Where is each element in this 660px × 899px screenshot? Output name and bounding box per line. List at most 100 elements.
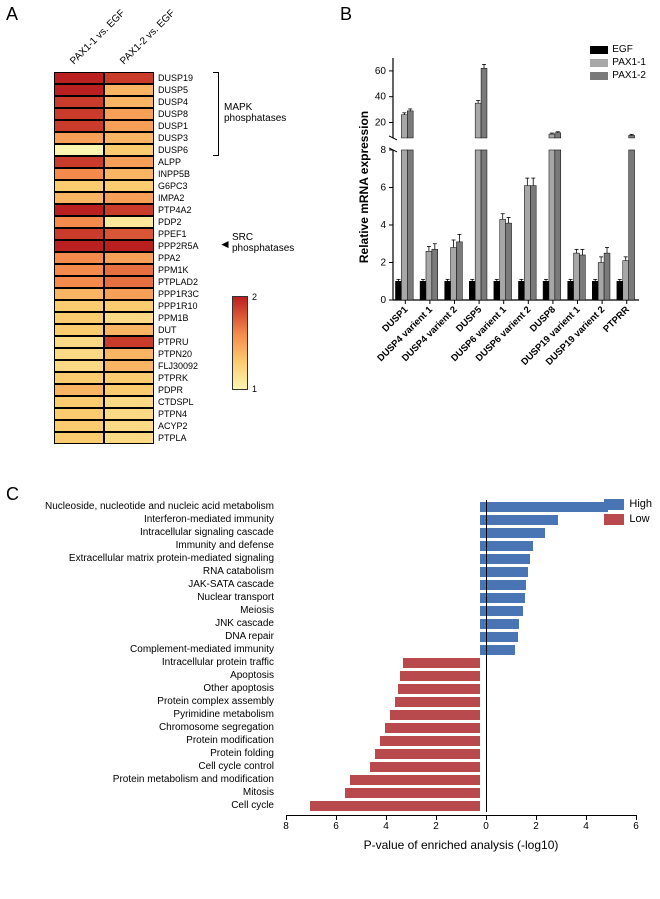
heatmap-row: PPA2 [54, 252, 199, 264]
heatmap-cell [104, 288, 154, 300]
heatmap-row: DUSP19 [54, 72, 199, 84]
heatmap-cell [104, 396, 154, 408]
panel-c-row-label: Intracellular signaling cascade [10, 527, 280, 538]
heatmap-gene-label: PTPRU [154, 336, 189, 348]
heatmap-cell [54, 372, 104, 384]
heatmap-gene-label: PPP1R3C [154, 288, 199, 300]
heatmap-row: PTPLA [54, 432, 199, 444]
heatmap-gene-label: ALPP [154, 156, 181, 168]
heatmap-row: PPP1R3C [54, 288, 199, 300]
panel-c-row: Apoptosis [10, 669, 630, 682]
heatmap-cell [104, 108, 154, 120]
panel-c-row: Extracellular matrix protein-mediated si… [10, 552, 630, 565]
panel-c-row-bars [280, 734, 630, 747]
svg-text:40: 40 [375, 92, 387, 103]
bar-low [395, 697, 480, 707]
heatmap-cell [104, 348, 154, 360]
heatmap-header-1: PAX1-2 vs. EGF [118, 8, 177, 67]
heatmap-cell [104, 156, 154, 168]
heatmap-gene-label: CTDSPL [154, 396, 194, 408]
panel-c-row-label: Nucleoside, nucleotide and nucleic acid … [10, 501, 280, 512]
heatmap-cell [104, 360, 154, 372]
bar-low [350, 775, 480, 785]
heatmap-cell [54, 84, 104, 96]
heatmap-row: IMPA2 [54, 192, 199, 204]
heatmap-cell [104, 72, 154, 84]
heatmap-cell [54, 432, 104, 444]
heatmap-cell [54, 240, 104, 252]
heatmap-row: PTPRU [54, 336, 199, 348]
heatmap-gene-label: DUSP1 [154, 120, 188, 132]
heatmap-gene-label: DUSP6 [154, 144, 188, 156]
bar-low [380, 736, 480, 746]
panel-c-row: DNA repair [10, 630, 630, 643]
heatmap-gene-label: PPEF1 [154, 228, 187, 240]
heatmap-row: DUSP3 [54, 132, 199, 144]
heatmap-cell [104, 168, 154, 180]
heatmap-gene-label: PTPLAD2 [154, 276, 198, 288]
heatmap-gene-label: PTP4A2 [154, 204, 192, 216]
heatmap-gene-label: IMPA2 [154, 192, 184, 204]
panel-c-row: Mitosis [10, 786, 630, 799]
heatmap-gene-label: PPM1K [154, 264, 189, 276]
heatmap-cell [104, 324, 154, 336]
panel-c-row-label: JNK cascade [10, 618, 280, 629]
heatmap-row: G6PC3 [54, 180, 199, 192]
heatmap-row: ALPP [54, 156, 199, 168]
heatmap: DUSP19DUSP5DUSP4DUSP8DUSP1DUSP3DUSP6ALPP… [54, 72, 199, 444]
heatmap-cell [54, 168, 104, 180]
heatmap-row: PTP4A2 [54, 204, 199, 216]
panel-c-row-bars [280, 799, 630, 812]
heatmap-row: PPM1B [54, 312, 199, 324]
panel-c-row-bars [280, 513, 630, 526]
mapk-label: MAPKphosphatases [224, 102, 286, 124]
heatmap-cell [104, 84, 154, 96]
heatmap-gene-label: DUSP8 [154, 108, 188, 120]
panel-c-row-bars [280, 526, 630, 539]
panel-c-row: Pyrimidine metabolism [10, 708, 630, 721]
heatmap-gene-label: PPM1B [154, 312, 189, 324]
panel-c-row-bars [280, 565, 630, 578]
heatmap-row: DUSP6 [54, 144, 199, 156]
panel-c-row-label: Mitosis [10, 787, 280, 798]
heatmap-cell [104, 276, 154, 288]
heatmap-cell [104, 120, 154, 132]
panel-c-row: Interferon-mediated immunity [10, 513, 630, 526]
heatmap-gene-label: PPA2 [154, 252, 180, 264]
panel-c-row-bars [280, 747, 630, 760]
heatmap-cell [54, 156, 104, 168]
heatmap-cell [104, 180, 154, 192]
heatmap-row: DUSP8 [54, 108, 199, 120]
heatmap-cell [54, 216, 104, 228]
panel-c-row-label: Cell cycle [10, 800, 280, 811]
heatmap-cell [104, 240, 154, 252]
panel-c-row-bars [280, 630, 630, 643]
bar-high [480, 502, 608, 512]
panel-a-label: A [6, 4, 18, 25]
heatmap-cell [54, 96, 104, 108]
panel-b: Relative mRNA expression EGF PAX1-1 PAX1… [340, 0, 650, 470]
panel-c-row: Protein complex assembly [10, 695, 630, 708]
heatmap-gene-label: G6PC3 [154, 180, 188, 192]
heatmap-row: DUSP4 [54, 96, 199, 108]
heatmap-row: PDP2 [54, 216, 199, 228]
panel-c-tick: 2 [533, 821, 539, 832]
heatmap-cell [104, 252, 154, 264]
heatmap-cell [54, 312, 104, 324]
panel-c-row-label: Apoptosis [10, 670, 280, 681]
bar-high [480, 541, 533, 551]
heatmap-cell [54, 228, 104, 240]
heatmap-cell [104, 264, 154, 276]
panel-c-row-bars [280, 643, 630, 656]
panel-c-row-bars [280, 591, 630, 604]
svg-text:20: 20 [375, 117, 387, 128]
panel-c-row: Chromosome segregation [10, 721, 630, 734]
heatmap-cell [104, 420, 154, 432]
panel-c-row: Protein metabolism and modification [10, 773, 630, 786]
bar-high [480, 528, 545, 538]
heatmap-cell [104, 300, 154, 312]
heatmap-row: PPP1R10 [54, 300, 199, 312]
src-arrow: ◄ [219, 237, 231, 251]
panel-c-row-bars [280, 773, 630, 786]
src-label: SRCphosphatases [232, 232, 294, 254]
